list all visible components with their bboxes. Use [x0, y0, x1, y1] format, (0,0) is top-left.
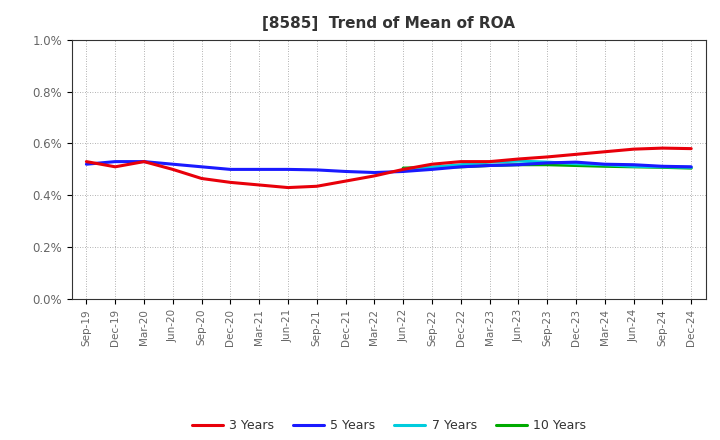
5 Years	[370, 170, 379, 175]
5 Years	[514, 162, 523, 167]
5 Years	[428, 167, 436, 172]
10 Years	[629, 164, 638, 169]
3 Years	[370, 173, 379, 179]
7 Years	[600, 162, 609, 167]
7 Years	[514, 158, 523, 164]
5 Years	[284, 167, 292, 172]
Line: 5 Years: 5 Years	[86, 161, 691, 172]
10 Years	[485, 163, 494, 168]
7 Years	[399, 167, 408, 172]
3 Years	[284, 185, 292, 190]
10 Years	[514, 162, 523, 167]
3 Years	[82, 159, 91, 164]
3 Years	[197, 176, 206, 181]
3 Years	[514, 156, 523, 161]
5 Years	[456, 164, 465, 169]
3 Years	[428, 161, 436, 167]
5 Years	[485, 163, 494, 168]
3 Years	[111, 164, 120, 169]
Line: 10 Years: 10 Years	[403, 165, 691, 168]
7 Years	[456, 162, 465, 167]
5 Years	[168, 161, 177, 167]
5 Years	[111, 159, 120, 164]
3 Years	[399, 167, 408, 172]
3 Years	[543, 154, 552, 160]
7 Years	[687, 165, 696, 170]
10 Years	[543, 162, 552, 167]
3 Years	[226, 180, 235, 185]
7 Years	[485, 159, 494, 165]
10 Years	[572, 163, 580, 168]
3 Years	[140, 159, 148, 164]
5 Years	[226, 167, 235, 172]
3 Years	[341, 179, 350, 184]
5 Years	[399, 169, 408, 174]
10 Years	[456, 164, 465, 169]
5 Years	[600, 161, 609, 167]
10 Years	[428, 165, 436, 170]
5 Years	[255, 167, 264, 172]
3 Years	[255, 182, 264, 187]
7 Years	[428, 165, 436, 170]
3 Years	[456, 159, 465, 164]
5 Years	[543, 160, 552, 165]
5 Years	[312, 167, 321, 172]
3 Years	[658, 146, 667, 151]
Legend: 3 Years, 5 Years, 7 Years, 10 Years: 3 Years, 5 Years, 7 Years, 10 Years	[186, 414, 591, 437]
5 Years	[341, 169, 350, 174]
7 Years	[658, 164, 667, 169]
5 Years	[572, 159, 580, 165]
5 Years	[197, 164, 206, 169]
7 Years	[629, 164, 638, 169]
5 Years	[658, 164, 667, 169]
3 Years	[312, 183, 321, 189]
Title: [8585]  Trend of Mean of ROA: [8585] Trend of Mean of ROA	[262, 16, 516, 32]
3 Years	[629, 147, 638, 152]
3 Years	[600, 149, 609, 154]
3 Years	[687, 146, 696, 151]
7 Years	[543, 159, 552, 165]
Line: 7 Years: 7 Years	[403, 161, 691, 169]
10 Years	[658, 165, 667, 170]
5 Years	[140, 159, 148, 164]
5 Years	[629, 162, 638, 167]
5 Years	[687, 164, 696, 169]
3 Years	[168, 167, 177, 172]
10 Years	[687, 165, 696, 171]
7 Years	[572, 161, 580, 166]
3 Years	[485, 159, 494, 164]
10 Years	[399, 165, 408, 171]
Line: 3 Years: 3 Years	[86, 148, 691, 187]
10 Years	[600, 164, 609, 169]
5 Years	[82, 161, 91, 167]
3 Years	[572, 152, 580, 157]
